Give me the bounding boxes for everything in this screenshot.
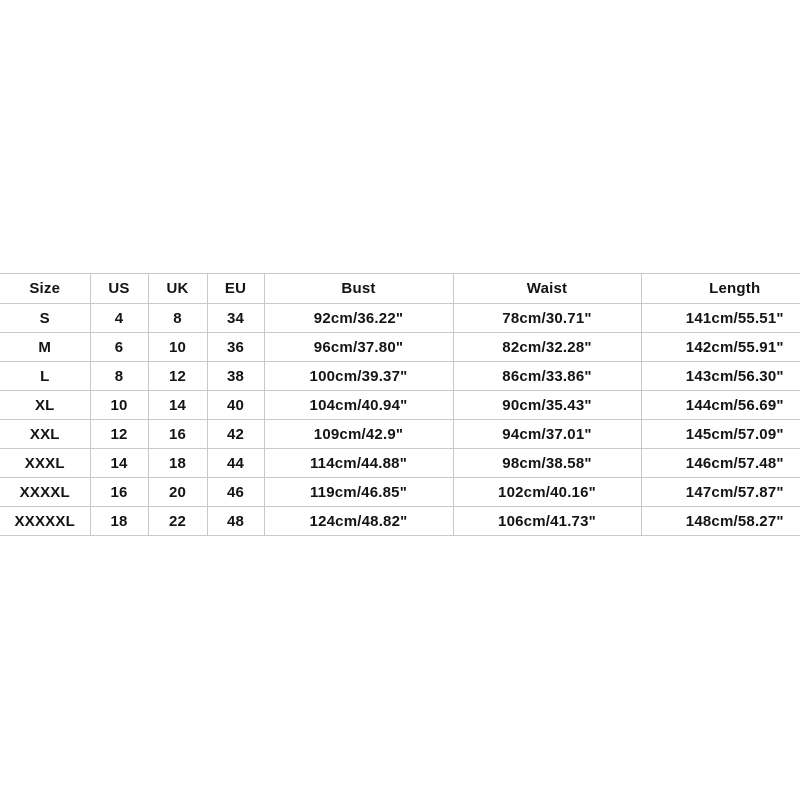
table-cell: XL [0,390,91,420]
table-cell: 119cm/46.85" [263,477,454,507]
column-header-waist: Waist [452,273,642,304]
table-cell: 106cm/41.73" [452,506,642,536]
table-cell: XXXL [0,448,91,478]
table-row: L 8 12 38 100cm/39.37" 86cm/33.86" 143cm/56.30… [0,361,800,391]
table-cell: XXXXXL [0,506,91,536]
table-cell: 102cm/40.16" [452,477,642,507]
table-cell: 145cm/57.09" [640,419,800,449]
table-cell: 94cm/37.01" [452,419,642,449]
table-cell: 148cm/58.27" [640,506,800,536]
table-cell: 10 [147,332,208,362]
column-header-bust: Bust [263,273,454,304]
table-row: M 6 10 36 96cm/37.80" 82cm/32.28" 142cm/55.91" [0,332,800,362]
table-cell: 34 [206,303,265,333]
size-chart-header-row: Size US UK EU Bust Waist Length [0,273,800,304]
table-cell: 147cm/57.87" [640,477,800,507]
table-cell: XXXXL [0,477,91,507]
table-cell: 44 [206,448,265,478]
table-cell: 42 [206,419,265,449]
table-cell: 48 [206,506,265,536]
column-header-size: Size [0,273,91,304]
table-cell: 143cm/56.30" [640,361,800,391]
table-cell: 109cm/42.9" [263,419,454,449]
table-row: XXXXL 16 20 46 119cm/46.85" 102cm/40.16" 147cm… [0,477,800,507]
table-cell: 146cm/57.48" [640,448,800,478]
table-cell: 78cm/30.71" [452,303,642,333]
table-cell: M [0,332,91,362]
table-cell: 8 [89,361,149,391]
column-header-us: US [89,273,149,304]
column-header-eu: EU [206,273,265,304]
table-cell: 12 [89,419,149,449]
table-row: XL 10 14 40 104cm/40.94" 90cm/35.43" 144cm/56.… [0,390,800,420]
table-cell: 16 [147,419,208,449]
table-cell: XXL [0,419,91,449]
column-header-uk: UK [147,273,208,304]
table-cell: 16 [89,477,149,507]
table-cell: 14 [147,390,208,420]
size-chart-table: Size US UK EU Bust Waist Length S 4 8 34 92cm/36.2… [0,273,800,536]
table-row: XXXXXL 18 22 48 124cm/48.82" 106cm/41.73" 148c… [0,506,800,536]
table-cell: 96cm/37.80" [263,332,454,362]
table-cell: 144cm/56.69" [640,390,800,420]
table-cell: 4 [89,303,149,333]
table-cell: 40 [206,390,265,420]
table-cell: 100cm/39.37" [263,361,454,391]
table-cell: 10 [89,390,149,420]
table-cell: 124cm/48.82" [263,506,454,536]
table-row: XXL 12 16 42 109cm/42.9" 94cm/37.01" 145cm/57.… [0,419,800,449]
table-cell: 46 [206,477,265,507]
column-header-length: Length [640,273,800,304]
table-cell: 36 [206,332,265,362]
table-cell: 14 [89,448,149,478]
table-cell: S [0,303,91,333]
table-cell: 38 [206,361,265,391]
table-cell: 92cm/36.22" [263,303,454,333]
table-cell: 18 [89,506,149,536]
table-cell: 104cm/40.94" [263,390,454,420]
table-cell: 18 [147,448,208,478]
table-row: S 4 8 34 92cm/36.22" 78cm/30.71" 141cm/55.51" [0,303,800,333]
table-cell: 82cm/32.28" [452,332,642,362]
table-cell: 8 [147,303,208,333]
table-cell: 90cm/35.43" [452,390,642,420]
table-cell: 12 [147,361,208,391]
table-cell: 22 [147,506,208,536]
table-cell: 98cm/38.58" [452,448,642,478]
table-cell: 142cm/55.91" [640,332,800,362]
table-cell: 141cm/55.51" [640,303,800,333]
table-row: XXXL 14 18 44 114cm/44.88" 98cm/38.58" 146cm/5… [0,448,800,478]
table-cell: L [0,361,91,391]
table-cell: 114cm/44.88" [263,448,454,478]
table-cell: 86cm/33.86" [452,361,642,391]
table-cell: 20 [147,477,208,507]
table-cell: 6 [89,332,149,362]
